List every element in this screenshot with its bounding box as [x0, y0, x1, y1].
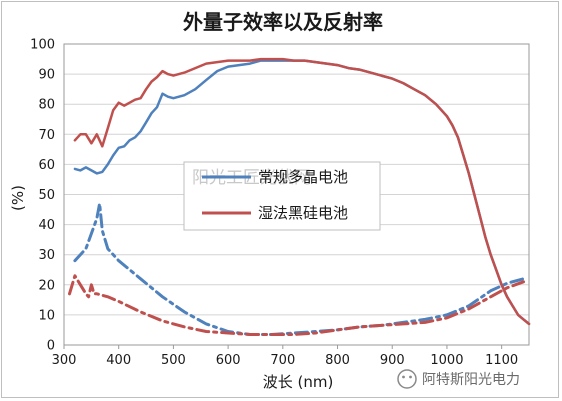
footer-badge: 阿特斯阳光电力 [397, 369, 520, 389]
legend-box [183, 161, 381, 231]
eqe-black-silicon-line [73, 57, 531, 326]
x-axis-label: 波长 (nm) [263, 373, 334, 391]
x-axis-ticks: 300 400 500 600 700 800 900 1000 1100 [52, 345, 518, 368]
wechat-icon-dot-right [409, 375, 412, 379]
reflectance-multicrystalline-line [73, 202, 525, 336]
y-tick-label-100: 100 [30, 38, 55, 53]
x-tick-label-400: 400 [106, 353, 131, 368]
y-tick-label-80: 80 [38, 98, 55, 113]
x-tick-label-700: 700 [270, 353, 295, 368]
y-tick-label-90: 90 [38, 68, 55, 83]
y-axis-ticks: 0 10 20 30 40 50 60 70 80 90 100 [30, 38, 55, 354]
legend-label-multicrystalline: 常规多晶电池 [258, 168, 348, 186]
y-tick-label-0: 0 [47, 339, 55, 354]
y-tick-label-40: 40 [38, 218, 55, 233]
legend: 阳光工匠光伏网 常规多晶电池 湿法黑硅电池 [183, 161, 381, 231]
footer-account: 阿特斯阳光电力 [422, 372, 520, 388]
y-tick-label-70: 70 [38, 128, 55, 143]
x-tick-label-600: 600 [216, 353, 241, 368]
y-tick-label-60: 60 [38, 158, 55, 173]
x-tick-label-1100: 1100 [485, 353, 518, 368]
legend-label-black-silicon: 湿法黑硅电池 [258, 204, 348, 222]
x-tick-label-900: 900 [380, 353, 405, 368]
x-tick-label-800: 800 [325, 353, 350, 368]
reflectance-black-silicon-line [68, 274, 525, 336]
x-tick-label-1000: 1000 [430, 353, 463, 368]
plot-area [63, 43, 530, 346]
wechat-icon-dot-left [402, 375, 405, 379]
x-tick-label-300: 300 [52, 353, 77, 368]
y-tick-label-50: 50 [38, 188, 55, 203]
watermark: 阳光工匠光伏网 [192, 168, 311, 188]
y-tick-label-10: 10 [38, 308, 55, 323]
x-tick-label-500: 500 [161, 353, 186, 368]
wechat-icon [397, 369, 417, 389]
y-tick-label-30: 30 [38, 248, 55, 263]
chart-title: 外量子效率以及反射率 [183, 10, 383, 34]
y-axis-label: (%) [9, 185, 27, 211]
series-lines [68, 57, 531, 336]
y-tick-label-20: 20 [38, 278, 55, 293]
